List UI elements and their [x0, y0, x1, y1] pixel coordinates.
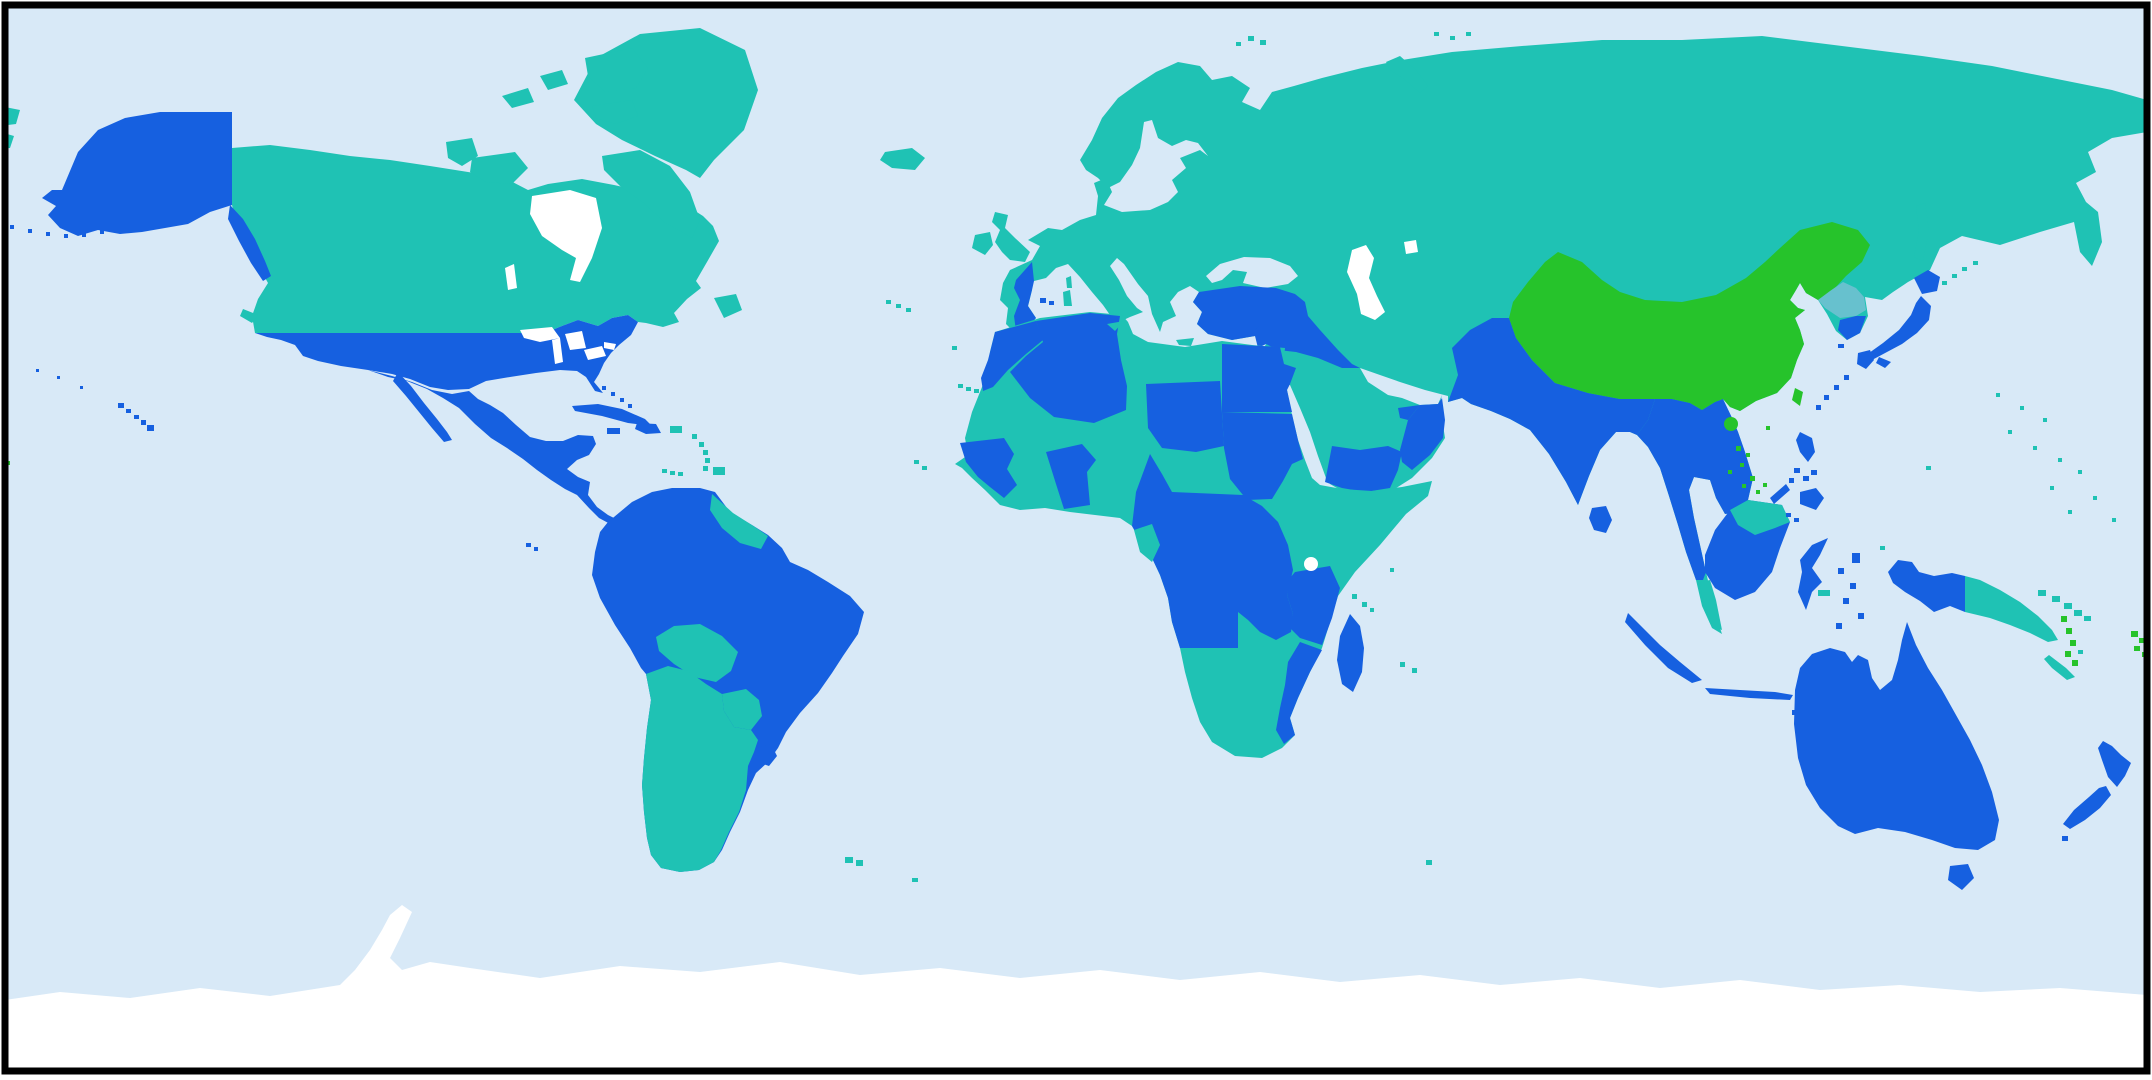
hudson-bay — [530, 190, 602, 282]
region-chile-argentina — [642, 666, 758, 872]
region-burkina-ghana — [1046, 444, 1096, 509]
region-taiwan — [1792, 388, 1803, 406]
aral-sea — [1404, 240, 1418, 254]
region-hispaniola — [635, 423, 661, 434]
arctic-russian-islands — [1236, 32, 1471, 93]
lake-winnipeg — [505, 264, 517, 290]
great-lakes — [520, 327, 616, 364]
region-new-zealand — [2062, 741, 2131, 841]
region-senegal-guinea — [960, 438, 1017, 498]
region-morocco — [981, 321, 1043, 391]
region-chad — [1146, 381, 1224, 452]
region-uruguay — [756, 744, 777, 766]
region-canada — [232, 145, 719, 333]
crete — [1176, 338, 1194, 346]
region-hainan — [1724, 417, 1738, 431]
region-vanuatu — [2061, 616, 2078, 666]
region-philippines — [1770, 432, 1824, 522]
region-indochina — [1637, 399, 1753, 580]
galapagos — [526, 543, 538, 551]
region-sakhalin — [1914, 203, 1929, 261]
region-cuba — [572, 404, 652, 426]
region-spain — [1014, 262, 1036, 331]
region-algeria — [1010, 313, 1127, 423]
region-united-kingdom — [992, 212, 1030, 262]
region-uae — [1398, 405, 1420, 420]
region-turkey-syria-iraq — [1193, 286, 1360, 368]
region-sulawesi — [1798, 538, 1828, 610]
corsica-sardinia — [1063, 276, 1072, 306]
region-mexico-central-america — [368, 370, 618, 525]
region-antarctica — [5, 905, 2147, 1071]
region-guyanas — [710, 494, 768, 549]
region-mozambique — [1276, 642, 1322, 744]
region-sudan — [1222, 412, 1303, 500]
bahamas — [602, 386, 632, 408]
region-congo-basin — [1132, 454, 1293, 648]
region-sri-lanka — [1589, 506, 1612, 533]
region-australia — [1794, 622, 1999, 850]
region-iceland — [880, 148, 925, 170]
region-jamaica — [607, 428, 620, 434]
hawaii — [36, 369, 154, 431]
region-south-korea — [1838, 316, 1866, 340]
falkland-islands — [845, 857, 918, 882]
canadian-arctic-islands — [240, 48, 742, 323]
region-china — [1509, 222, 1870, 411]
region-tasmania — [1948, 864, 1974, 890]
region-india-pakistan — [1448, 318, 1655, 505]
region-tanzania — [1287, 566, 1340, 645]
region-madagascar — [1337, 614, 1364, 692]
region-java — [1705, 688, 1793, 700]
balearic-islands — [1040, 298, 1054, 305]
region-new-caledonia — [2044, 650, 2083, 680]
region-yemen — [1325, 446, 1402, 492]
region-new-guinea-west — [1888, 560, 1965, 612]
chukotka-wrap — [5, 107, 20, 149]
region-paraguay — [722, 689, 762, 730]
lesser-antilles — [662, 434, 725, 476]
lake-victoria — [1304, 557, 1318, 571]
region-north-korea — [1818, 282, 1866, 318]
region-oman — [1400, 398, 1445, 470]
region-ireland — [972, 232, 993, 255]
region-gabon — [1134, 524, 1160, 562]
region-borneo-malaysian — [1730, 500, 1790, 535]
jeju-island — [1838, 344, 1844, 348]
baja-california — [393, 372, 452, 442]
atlantic-islands — [886, 300, 979, 470]
kuril-islands — [1942, 261, 1978, 285]
region-malaysia-peninsular — [1700, 580, 1722, 630]
region-bolivia — [656, 624, 738, 682]
black-sea — [1206, 257, 1298, 288]
region-egypt — [1222, 344, 1296, 412]
region-japan-kyushu-shikoku — [1857, 350, 1891, 369]
bismarck-solomon-islands — [2038, 590, 2091, 621]
region-puerto-rico — [670, 426, 682, 433]
moluccas — [1836, 553, 1864, 629]
region-fiji — [2131, 631, 2147, 657]
region-papua-new-guinea — [1965, 576, 2058, 642]
region-alaska — [42, 112, 232, 236]
region-japan-hokkaido — [1914, 270, 1940, 294]
region-japan-honshu — [1869, 296, 1931, 360]
region-cyprus — [1243, 326, 1259, 336]
ryukyu-islands — [1816, 375, 1849, 410]
sicily — [1107, 321, 1124, 331]
region-sumatra — [1625, 613, 1702, 683]
alaska-panhandle — [228, 205, 271, 281]
caspian-sea — [1347, 245, 1385, 320]
